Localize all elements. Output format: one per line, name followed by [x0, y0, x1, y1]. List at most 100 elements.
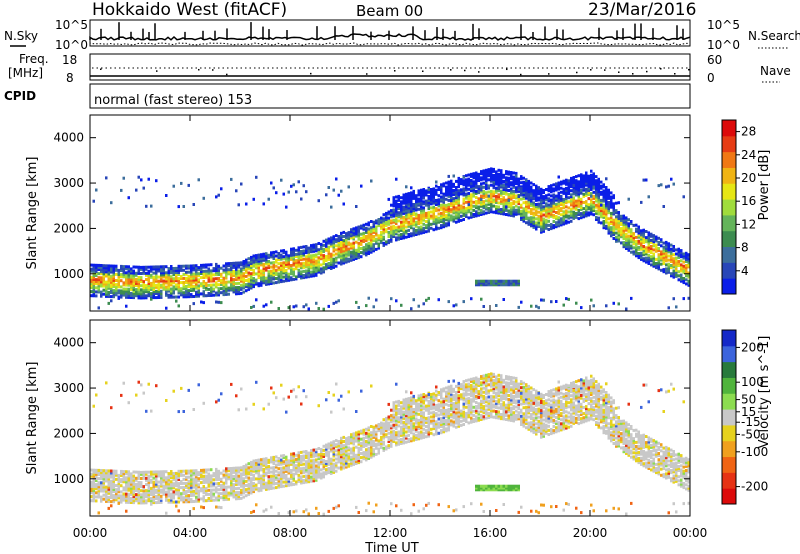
power-cell — [552, 203, 555, 207]
power-cell — [637, 241, 640, 245]
power-cell — [625, 247, 628, 250]
power-cell — [660, 258, 663, 262]
power-cell — [202, 292, 205, 296]
power-cell — [155, 283, 158, 287]
power-cell — [440, 215, 443, 219]
power-cell — [237, 292, 240, 296]
power-cell — [467, 200, 470, 204]
velocity-cell — [90, 499, 93, 503]
power-cell — [595, 189, 598, 193]
velocity-cell — [292, 452, 295, 456]
power-cell — [580, 191, 583, 195]
power-cell — [500, 189, 503, 193]
power-cell — [195, 284, 198, 288]
power-cell — [145, 265, 148, 269]
power-cell — [172, 273, 175, 277]
velocity-cell — [120, 500, 123, 504]
power-cell — [412, 231, 415, 235]
power-cell — [440, 207, 443, 211]
power-cell — [335, 300, 338, 304]
power-cell — [497, 174, 500, 178]
power-cell — [252, 272, 255, 276]
power-cell — [115, 285, 118, 289]
power-cell — [195, 292, 198, 296]
power-cell — [670, 272, 673, 276]
velocity-cell — [155, 470, 158, 474]
power-cell — [445, 191, 448, 195]
power-cell — [462, 205, 465, 209]
power-cell — [650, 232, 653, 236]
velocity-cell — [227, 485, 230, 489]
power-cell — [312, 266, 315, 270]
power-cell — [492, 174, 495, 177]
velocity-cell — [290, 481, 293, 485]
power-cell — [307, 248, 310, 252]
power-cell — [587, 193, 590, 196]
power-cell — [405, 196, 408, 200]
power-cell — [597, 198, 600, 202]
power-cell — [397, 237, 400, 241]
velocity-cell — [247, 466, 250, 470]
power-cell — [172, 271, 175, 275]
power-cell — [517, 212, 520, 216]
power-cell — [147, 288, 150, 292]
velocity-cell — [230, 467, 233, 470]
power-cell — [672, 273, 675, 277]
power-cell — [237, 286, 240, 289]
velocity-cell — [230, 489, 233, 493]
power-cell — [307, 250, 310, 254]
velocity-cell — [272, 466, 275, 470]
velocity-cell — [237, 408, 240, 412]
power-cell — [527, 179, 530, 183]
power-cell — [510, 189, 513, 193]
velocity-cell — [265, 463, 268, 467]
power-cell — [677, 260, 680, 263]
power-cell — [282, 271, 285, 275]
power-cell — [590, 204, 593, 208]
power-cell — [97, 284, 100, 288]
nsky-trace — [89, 33, 691, 41]
power-cell — [487, 184, 490, 188]
power-cell — [115, 264, 118, 268]
power-cell — [527, 206, 530, 210]
power-cell — [517, 187, 520, 191]
velocity-cell — [205, 499, 208, 503]
power-cell — [535, 211, 538, 215]
power-cell — [612, 301, 615, 305]
power-cell — [305, 275, 308, 279]
power-cell — [432, 197, 435, 201]
power-cell — [492, 184, 495, 188]
power-cell — [617, 231, 620, 235]
velocity-cell — [292, 474, 295, 478]
velocity-cell — [127, 476, 130, 480]
power-cell — [400, 220, 403, 224]
power-cell — [505, 281, 508, 285]
power-cell — [317, 264, 320, 268]
power-cell — [417, 201, 420, 205]
power-cell — [90, 294, 93, 298]
power-cell — [215, 271, 218, 275]
power-cell — [610, 232, 613, 236]
power-cell — [612, 233, 615, 236]
power-cell — [372, 226, 375, 230]
power-cell — [542, 298, 545, 302]
power-cell — [550, 208, 553, 212]
power-cell — [192, 284, 195, 288]
power-cell — [107, 270, 110, 274]
velocity-cell — [202, 487, 205, 491]
velocity-cell — [192, 491, 195, 495]
power-cell — [367, 243, 370, 247]
power-cell — [545, 212, 548, 216]
power-cell — [227, 288, 230, 292]
power-cell — [575, 301, 578, 305]
power-cell — [280, 263, 283, 267]
power-cell — [332, 188, 335, 192]
power-cell — [622, 233, 625, 236]
velocity-cell — [242, 487, 245, 491]
power-cell — [172, 285, 175, 289]
power-cell — [415, 228, 418, 232]
power-cell — [272, 265, 275, 269]
power-cell — [505, 186, 508, 190]
power-cell — [215, 267, 218, 270]
power-cell — [635, 235, 638, 239]
